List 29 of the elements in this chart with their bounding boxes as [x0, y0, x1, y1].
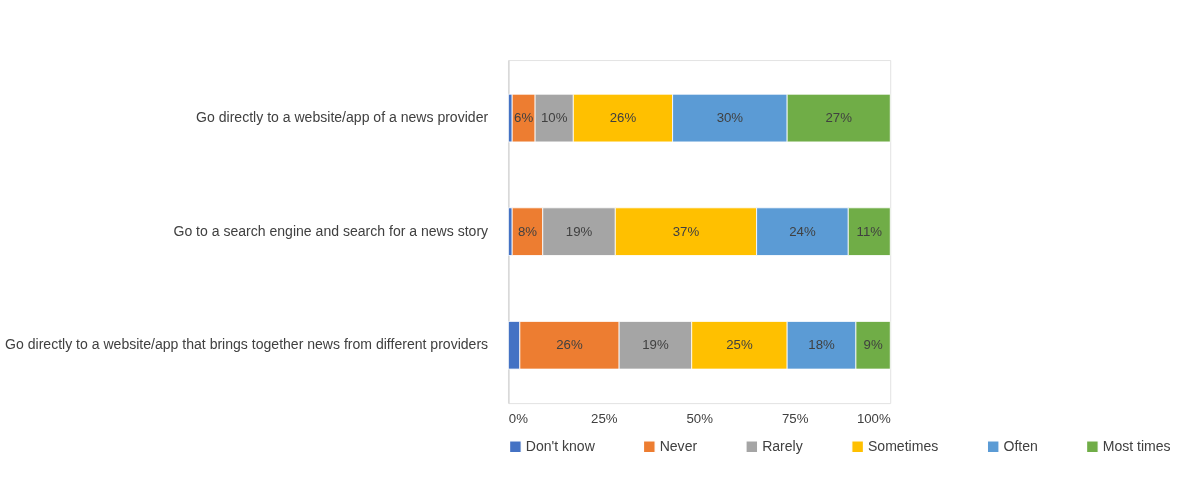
data-label: 10%: [540, 110, 568, 126]
x-tick-label: 50%: [686, 410, 714, 426]
x-tick-label: 25%: [591, 410, 618, 426]
legend-label: Often: [1003, 437, 1038, 454]
data-label: 11%: [856, 223, 883, 239]
data-label: 6%: [514, 110, 534, 126]
legend-label: Don't know: [525, 437, 596, 454]
y-tick-label: Go directly to a website/app that brings together news from different providers: [5, 336, 489, 353]
legend-label: Rarely: [762, 437, 803, 454]
data-label: 30%: [716, 110, 744, 126]
data-label: 19%: [642, 337, 669, 353]
data-label: 26%: [609, 110, 637, 126]
data-label: 26%: [556, 337, 583, 353]
x-tick-label: 100%: [856, 410, 891, 426]
data-label: 19%: [565, 223, 593, 239]
data-label: 37%: [672, 223, 700, 239]
data-label: 8%: [517, 223, 538, 239]
x-tick-label: 75%: [781, 410, 809, 426]
x-tick-label: 0%: [508, 410, 529, 426]
legend-label: Sometimes: [867, 437, 939, 454]
legend-label: Never: [659, 437, 698, 454]
y-tick-label: Go to a search engine and search for a news story: [173, 222, 489, 239]
y-tick-label: Go directly to a website/app of a news provider: [196, 109, 489, 126]
data-label: 27%: [825, 110, 853, 126]
legend-label: Most times: [1102, 437, 1171, 454]
data-label: 18%: [808, 337, 836, 353]
data-label: 24%: [789, 223, 816, 239]
data-label: 25%: [726, 337, 753, 353]
data-label: 9%: [863, 337, 883, 353]
